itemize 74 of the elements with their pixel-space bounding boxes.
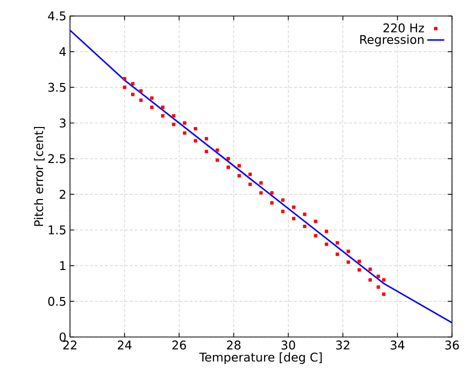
x-tick-label: 36 — [445, 340, 459, 350]
y-tick-label: 4.5 — [48, 12, 66, 20]
point — [358, 260, 361, 264]
point — [131, 82, 134, 86]
x-tick-label: 28 — [226, 340, 240, 350]
point — [161, 106, 164, 109]
x-tick-label: 24 — [118, 340, 132, 350]
point — [139, 89, 143, 93]
legend-label: 220 Hz — [383, 23, 424, 32]
point — [368, 268, 372, 271]
point — [324, 230, 328, 234]
point — [182, 131, 186, 135]
point — [376, 285, 380, 289]
point — [270, 201, 274, 205]
x-tick-label: 34 — [390, 340, 404, 350]
point — [358, 268, 361, 272]
point — [122, 86, 126, 90]
point — [281, 198, 285, 202]
y-tick-label: 3 — [60, 118, 66, 128]
x-tick-label: 26 — [172, 340, 186, 350]
point — [336, 241, 340, 245]
x-axis-title: Temperature [deg C] — [199, 352, 322, 364]
point — [237, 164, 241, 168]
point — [292, 216, 296, 220]
point — [336, 252, 340, 256]
point — [194, 127, 198, 130]
point — [150, 106, 154, 109]
legend-label: Regression — [360, 34, 424, 46]
point — [259, 181, 263, 185]
point — [122, 77, 126, 80]
point — [172, 114, 176, 118]
point — [150, 96, 154, 100]
point — [324, 242, 328, 246]
y-tick-label: 2 — [60, 190, 66, 199]
point — [292, 205, 296, 209]
point — [302, 212, 306, 216]
y-tick-label: 1.5 — [48, 226, 66, 234]
point — [216, 158, 220, 162]
point — [314, 220, 318, 224]
point — [314, 234, 318, 238]
y-tick-label: 2.5 — [48, 154, 66, 164]
point — [368, 278, 372, 282]
point — [382, 278, 386, 282]
point — [248, 172, 252, 176]
y-tick-label: 0 — [60, 332, 66, 342]
point — [139, 98, 143, 102]
point — [172, 122, 176, 126]
point — [216, 148, 220, 152]
point — [131, 92, 134, 96]
point — [182, 121, 186, 125]
y-tick-label: 0.5 — [48, 296, 66, 306]
point — [248, 182, 252, 186]
point — [281, 210, 285, 214]
point — [346, 250, 350, 254]
point — [204, 150, 208, 154]
point — [161, 114, 164, 118]
point — [226, 166, 230, 169]
point — [259, 191, 263, 195]
point — [376, 274, 380, 278]
x-tick-label: 30 — [282, 340, 296, 350]
point — [194, 139, 198, 143]
point — [346, 260, 350, 264]
point — [204, 136, 208, 140]
x-tick-label: 32 — [336, 340, 350, 350]
point — [302, 224, 306, 228]
y-tick-label: 4 — [59, 47, 66, 56]
point — [226, 156, 230, 160]
y-tick-label: 3.5 — [48, 82, 66, 92]
point — [270, 191, 274, 195]
point — [382, 292, 386, 296]
y-tick-label: 1 — [60, 261, 66, 270]
point — [237, 174, 241, 178]
y-axis-title: Pitch error [cent] — [34, 126, 45, 226]
x-tick-label: 22 — [63, 340, 76, 350]
